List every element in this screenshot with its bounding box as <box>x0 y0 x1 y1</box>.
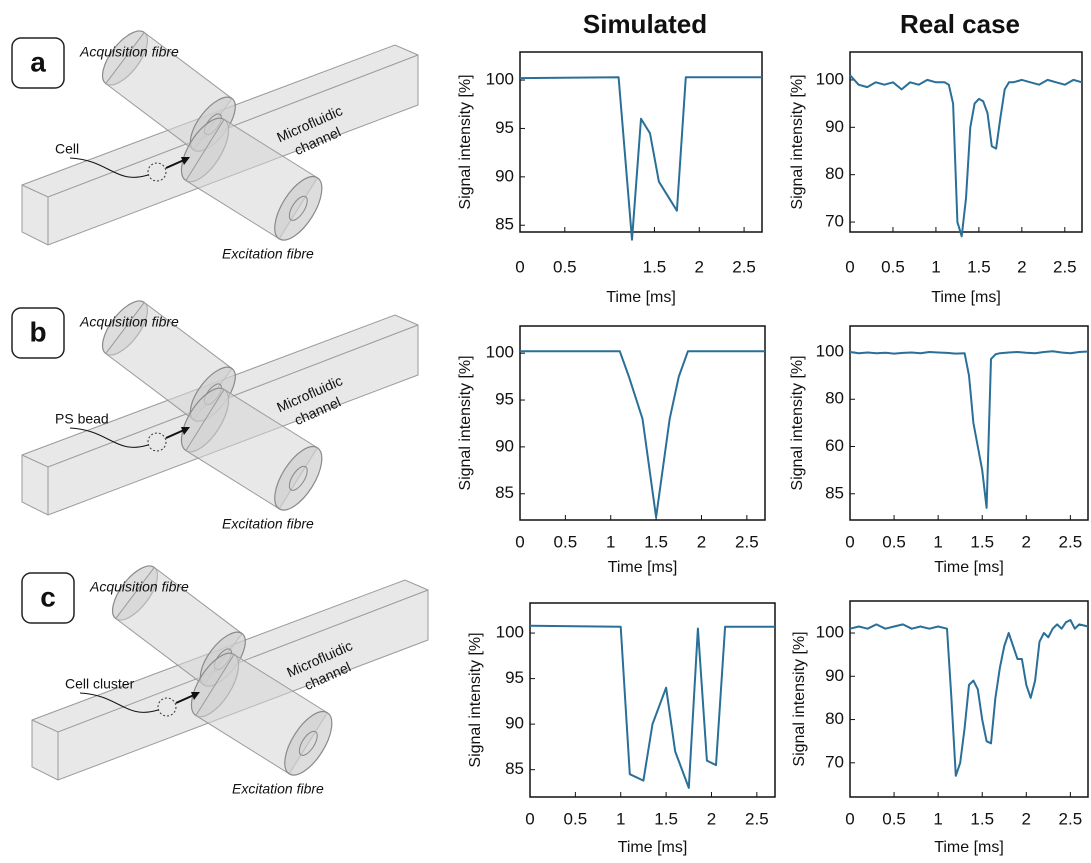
x-tick-label: 0 <box>845 257 854 276</box>
x-tick-label: 0 <box>515 257 524 276</box>
panel-label: b <box>29 316 46 347</box>
x-tick-label: 0 <box>525 809 534 828</box>
x-tick-label: 2.5 <box>1053 257 1077 276</box>
figure: Simulated Real case a Acquisition fibre Ce… <box>0 0 1091 863</box>
y-tick-label: 95 <box>505 668 524 687</box>
y-tick-label: 80 <box>825 389 844 408</box>
y-tick-label: 90 <box>505 714 524 733</box>
y-tick-label: 70 <box>825 212 844 231</box>
x-axis-label: Time [ms] <box>608 559 678 576</box>
signal-line <box>850 351 1088 508</box>
x-tick-label: 1.5 <box>654 809 678 828</box>
x-tick-label: 2 <box>1017 257 1026 276</box>
acquisition-label: Acquisition fibre <box>89 579 189 595</box>
x-tick-label: 2 <box>707 809 716 828</box>
y-tick-label: 70 <box>825 752 844 771</box>
y-tick-label: 80 <box>825 164 844 183</box>
x-axis-label: Time [ms] <box>931 289 1001 306</box>
y-tick-label: 85 <box>495 215 514 234</box>
x-tick-label: 1 <box>933 809 942 828</box>
x-tick-label: 1.5 <box>643 257 667 276</box>
x-tick-label: 0.5 <box>553 257 577 276</box>
signal-line <box>520 77 762 240</box>
x-axis-label: Time [ms] <box>606 289 676 306</box>
signal-line <box>520 351 765 517</box>
y-tick-label: 100 <box>486 70 514 89</box>
diagram: c Acquisition fibre Cell cluster Excitation… <box>22 559 428 797</box>
column-title: Simulated <box>583 9 707 39</box>
y-axis-label: Signal intensity [%] <box>789 355 806 490</box>
x-tick-label: 0.5 <box>882 532 906 551</box>
x-tick-label: 1.5 <box>644 532 668 551</box>
plot-frame <box>520 52 762 232</box>
x-axis-label: Time [ms] <box>934 559 1004 576</box>
y-tick-label: 90 <box>825 117 844 136</box>
y-tick-label: 85 <box>495 483 514 502</box>
y-tick-label: 90 <box>495 166 514 185</box>
plot-frame <box>850 326 1088 520</box>
excitation-label: Excitation fibre <box>222 246 314 262</box>
y-tick-label: 80 <box>825 709 844 728</box>
y-tick-label: 85 <box>505 759 524 778</box>
x-tick-label: 1.5 <box>970 809 994 828</box>
y-tick-label: 85 <box>825 483 844 502</box>
panel-label: c <box>40 581 56 612</box>
y-axis-label: Signal intensity [%] <box>789 74 806 209</box>
acquisition-label: Acquisition fibre <box>79 314 179 330</box>
x-tick-label: 1.5 <box>967 257 991 276</box>
plot-frame <box>530 603 775 797</box>
object-label: Cell cluster <box>65 676 135 692</box>
diagram: b Acquisition fibre PS bead Excitation fibr… <box>12 294 418 532</box>
excitation-label: Excitation fibre <box>222 516 314 532</box>
x-tick-label: 2.5 <box>735 532 759 551</box>
y-axis-label: Signal intensity [%] <box>791 631 808 766</box>
signal-line <box>850 620 1088 776</box>
object-label: Cell <box>55 141 79 157</box>
x-tick-label: 0 <box>845 809 854 828</box>
x-tick-label: 0.5 <box>882 809 906 828</box>
x-tick-label: 1.5 <box>970 532 994 551</box>
panel-label: a <box>30 46 46 77</box>
x-tick-label: 1 <box>606 532 615 551</box>
y-tick-label: 100 <box>486 343 514 362</box>
signal-line <box>530 626 775 788</box>
x-tick-label: 2.5 <box>1059 809 1083 828</box>
x-tick-label: 2 <box>697 532 706 551</box>
column-title: Real case <box>900 9 1020 39</box>
x-axis-label: Time [ms] <box>934 839 1004 856</box>
y-tick-label: 100 <box>816 623 844 642</box>
y-axis-label: Signal intensity [%] <box>457 74 474 209</box>
y-axis-label: Signal intensity [%] <box>467 632 484 767</box>
x-tick-label: 2 <box>695 257 704 276</box>
x-tick-label: 0 <box>515 532 524 551</box>
x-tick-label: 0.5 <box>881 257 905 276</box>
x-tick-label: 2.5 <box>1059 532 1083 551</box>
excitation-label: Excitation fibre <box>232 781 324 797</box>
y-tick-label: 100 <box>816 69 844 88</box>
object-label: PS bead <box>55 411 109 427</box>
x-tick-label: 1 <box>931 257 940 276</box>
y-tick-label: 60 <box>825 436 844 455</box>
x-axis-label: Time [ms] <box>618 839 688 856</box>
x-tick-label: 1 <box>616 809 625 828</box>
y-tick-label: 100 <box>816 341 844 360</box>
y-axis-label: Signal intensity [%] <box>457 355 474 490</box>
y-tick-label: 95 <box>495 390 514 409</box>
x-tick-label: 1 <box>933 532 942 551</box>
acquisition-label: Acquisition fibre <box>79 44 179 60</box>
x-tick-label: 2.5 <box>732 257 756 276</box>
y-tick-label: 90 <box>825 666 844 685</box>
x-tick-label: 2 <box>1022 809 1031 828</box>
x-tick-label: 0.5 <box>554 532 578 551</box>
x-tick-label: 0.5 <box>564 809 588 828</box>
y-tick-label: 90 <box>495 436 514 455</box>
x-tick-label: 0 <box>845 532 854 551</box>
y-tick-label: 95 <box>495 118 514 137</box>
x-tick-label: 2.5 <box>745 809 769 828</box>
signal-line <box>850 75 1082 236</box>
x-tick-label: 2 <box>1022 532 1031 551</box>
y-tick-label: 100 <box>496 623 524 642</box>
